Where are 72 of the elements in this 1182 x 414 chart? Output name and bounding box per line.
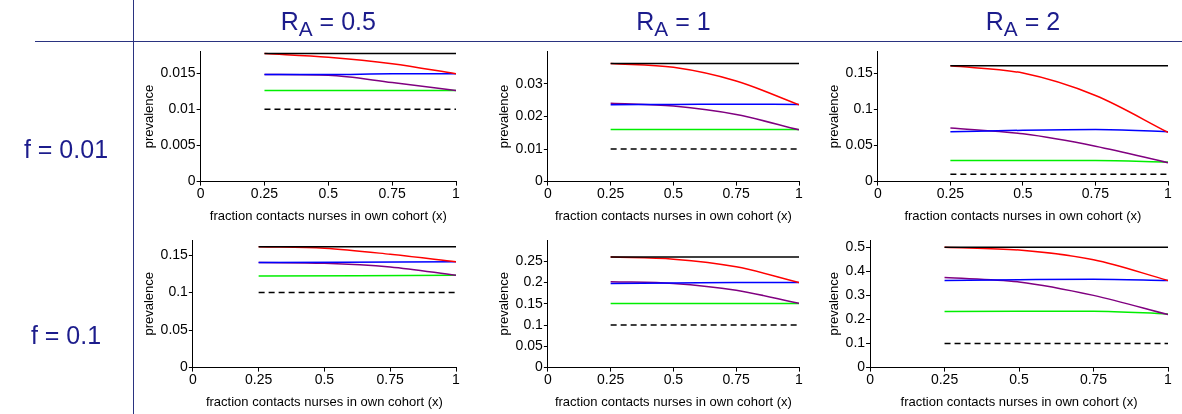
x-axis-title: fraction contacts nurses in own cohort (x) bbox=[900, 393, 1138, 409]
y-tick-label: 0.05 bbox=[160, 320, 189, 337]
x-tick-label: 0.75 bbox=[1081, 184, 1110, 201]
x-tick-label: 0.5 bbox=[318, 184, 339, 201]
y-tick-label: 0.01 bbox=[168, 100, 196, 117]
y-tick-label: 0.005 bbox=[160, 136, 196, 153]
y-axis-title: prevalence bbox=[496, 84, 512, 149]
x-axis-title: fraction contacts nurses in own cohort (x) bbox=[205, 393, 443, 409]
y-tick-label: 0 bbox=[857, 358, 866, 375]
text: f = 0.1 bbox=[29, 321, 103, 350]
y-tick-label: 0 bbox=[187, 172, 196, 189]
x-tick-label: 1 bbox=[452, 370, 461, 387]
x-tick-label: 0.75 bbox=[376, 370, 405, 387]
y-tick-label: 0.2 bbox=[845, 310, 866, 327]
x-tick-label: 0.5 bbox=[663, 370, 684, 387]
line-series bbox=[943, 276, 1168, 316]
y-tick-label: 0.15 bbox=[845, 63, 874, 80]
x-axis-title: fraction contacts nurses in own cohort (x) bbox=[554, 393, 792, 409]
y-tick-label: 0.15 bbox=[515, 294, 544, 311]
x-tick-label: 0.25 bbox=[597, 184, 625, 201]
x-axis-title: fraction contacts nurses in own cohort (x) bbox=[554, 207, 792, 223]
chart-title: R$_{A}$ = 0.5 bbox=[279, 6, 377, 40]
x-tick-label: 1 bbox=[795, 370, 804, 387]
x-tick-label: 0.25 bbox=[936, 184, 965, 201]
x-tick-label: 1 bbox=[1164, 370, 1173, 387]
chart-title: R$_{A}$ = 2 bbox=[984, 6, 1062, 40]
y-tick-label: 0.01 bbox=[515, 139, 544, 156]
x-tick-label: 1 bbox=[452, 184, 461, 201]
text: f = 0.01 bbox=[22, 135, 110, 164]
y-axis-title: prevalence bbox=[141, 84, 157, 149]
y-tick-label: 0 bbox=[535, 172, 544, 189]
x-axis-title: fraction contacts nurses in own cohort (x) bbox=[904, 207, 1142, 223]
y-tick-label: 0 bbox=[535, 358, 544, 375]
y-axis-title: prevalence bbox=[826, 84, 842, 149]
x-tick-label: 0.75 bbox=[378, 184, 406, 201]
x-tick-label: 0.5 bbox=[663, 184, 684, 201]
x-tick-label: 0.5 bbox=[1013, 184, 1033, 201]
x-tick-label: 1 bbox=[795, 184, 804, 201]
x-axis-title: fraction contacts nurses in own cohort (x) bbox=[209, 207, 447, 223]
y-tick-label: 0.1 bbox=[853, 100, 874, 117]
y-tick-label: 0.1 bbox=[523, 315, 544, 332]
y-tick-label: 0.5 bbox=[845, 238, 866, 255]
y-tick-label: 0.15 bbox=[160, 245, 189, 262]
y-tick-label: 0.2 bbox=[523, 273, 544, 290]
x-tick-label: 0.25 bbox=[597, 370, 625, 387]
x-tick-label: 0.75 bbox=[722, 370, 751, 387]
y-tick-label: 0.1 bbox=[845, 334, 866, 351]
x-tick-label: 0.25 bbox=[245, 370, 273, 387]
y-tick-label: 0.02 bbox=[515, 107, 544, 124]
line-series bbox=[609, 102, 799, 131]
x-tick-label: 0.25 bbox=[250, 184, 279, 201]
x-tick-label: 0.5 bbox=[314, 370, 335, 387]
x-tick-label: 1 bbox=[1164, 184, 1173, 201]
x-tick-label: 0.25 bbox=[930, 370, 959, 387]
y-tick-label: 0.015 bbox=[160, 63, 196, 80]
chart-title: R$_{A}$ = 1 bbox=[635, 6, 712, 40]
y-tick-label: 0.1 bbox=[168, 283, 189, 300]
y-tick-label: 0.25 bbox=[515, 252, 544, 269]
y-axis-title: prevalence bbox=[141, 272, 157, 336]
y-tick-label: 0.05 bbox=[845, 136, 874, 153]
y-tick-label: 0.03 bbox=[515, 74, 544, 91]
y-tick-label: 0.3 bbox=[845, 286, 866, 303]
y-axis-title: prevalence bbox=[496, 272, 512, 336]
line-series bbox=[949, 127, 1168, 164]
x-tick-label: 0.75 bbox=[722, 184, 751, 201]
x-tick-label: 0.75 bbox=[1079, 370, 1108, 387]
y-tick-label: 0.05 bbox=[515, 337, 544, 354]
y-tick-label: 0.4 bbox=[845, 262, 866, 279]
y-tick-label: 0 bbox=[865, 172, 874, 189]
x-tick-label: 0.5 bbox=[1009, 370, 1029, 387]
y-tick-label: 0 bbox=[180, 358, 189, 375]
y-axis-title: prevalence bbox=[826, 272, 842, 336]
